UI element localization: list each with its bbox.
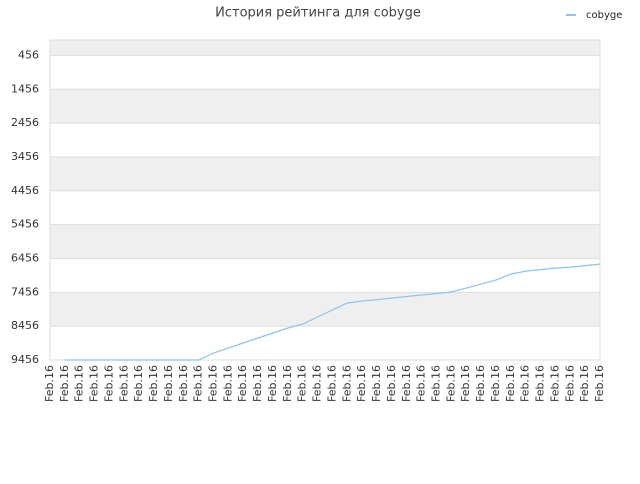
x-tick-label: Feb.16 [58,365,71,402]
x-tick-label: Feb.16 [43,365,56,402]
x-tick-label: Feb.16 [429,365,442,402]
x-tick-label: Feb.16 [593,365,606,402]
x-tick-label: Feb.16 [519,365,532,402]
x-tick-label: Feb.16 [177,365,190,402]
y-tick-label: 5456 [11,218,39,231]
y-tick-label: 456 [18,48,39,61]
x-tick-label: Feb.16 [370,365,383,402]
x-tick-label: Feb.16 [340,365,353,402]
x-tick-label: Feb.16 [221,365,234,402]
x-tick-label: Feb.16 [355,365,368,402]
x-tick-label: Feb.16 [296,365,309,402]
band [50,55,600,90]
band [50,156,600,191]
y-tick-label: 1456 [11,82,39,95]
x-tick-label: Feb.16 [236,365,249,402]
y-tick-label: 2456 [11,116,39,129]
x-tick-label: Feb.16 [444,365,457,402]
band [50,258,600,293]
band [50,89,600,124]
x-tick-label: Feb.16 [400,365,413,402]
x-tick-label: Feb.16 [459,365,472,402]
band [50,224,600,259]
x-tick-label: Feb.16 [162,365,175,402]
x-tick-label: Feb.16 [548,365,561,402]
y-tick-label: 8456 [11,319,39,332]
legend-label: cobyge [586,10,622,21]
y-tick-label: 7456 [11,285,39,298]
y-tick-label: 4456 [11,184,39,197]
x-tick-label: Feb.16 [192,365,205,402]
x-tick-label: Feb.16 [207,365,220,402]
x-tick-label: Feb.16 [132,365,145,402]
line [64,263,601,361]
x-tick-label: Feb.16 [534,365,547,402]
band [50,292,600,327]
band [50,190,600,225]
x-tick-label: Feb.16 [73,365,86,402]
band [50,40,600,56]
x-tick-label: Feb.16 [117,365,130,402]
x-tick-label: Feb.16 [102,365,115,402]
x-tick-label: Feb.16 [251,365,264,402]
x-tick-label: Feb.16 [385,365,398,402]
x-tick-label: Feb.16 [474,365,487,402]
x-tick-label: Feb.16 [147,365,160,402]
band [50,123,600,157]
y-tick-label: 9456 [11,353,39,366]
y-tick-label: 6456 [11,251,39,264]
x-tick-label: Feb.16 [578,365,591,402]
x-tick-label: Feb.16 [504,365,517,402]
x-tick-label: Feb.16 [415,365,428,402]
x-tick-label: Feb.16 [489,365,502,402]
x-tick-label: Feb.16 [281,365,294,402]
x-tick-label: Feb.16 [88,365,101,402]
chart-title: История рейтинга для cobyge [215,6,421,21]
x-tick-label: Feb.16 [563,365,576,402]
band [50,326,600,360]
x-tick-label: Feb.16 [311,365,324,402]
x-tick-label: Feb.16 [266,365,279,402]
y-tick-label: 3456 [11,150,39,163]
x-tick-label: Feb.16 [325,365,338,402]
